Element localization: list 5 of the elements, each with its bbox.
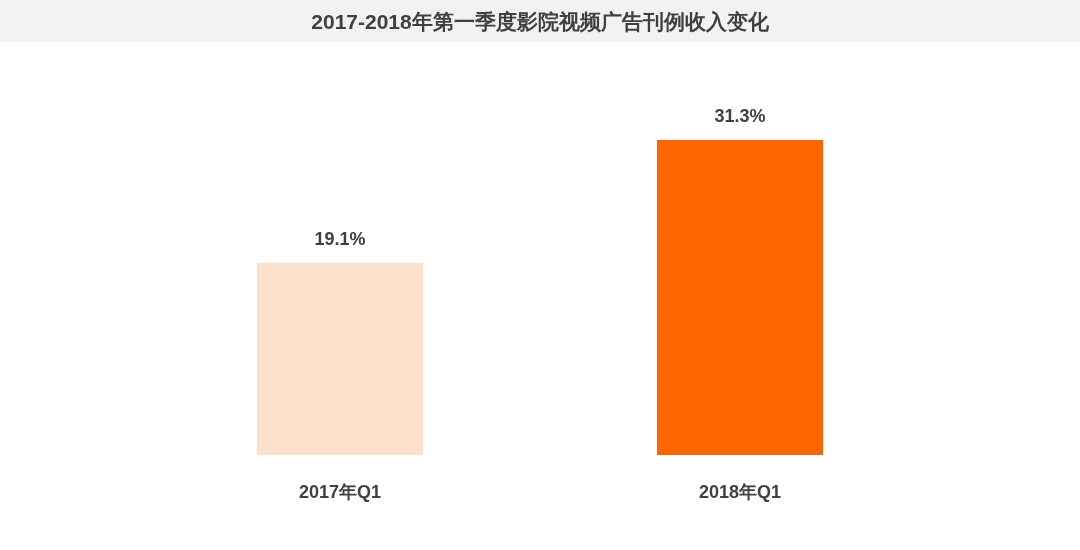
data-label: 19.1% — [314, 228, 366, 249]
x-tick-label: 2017年Q1 — [298, 482, 382, 502]
chart-title: 2017-2018年第一季度影院视频广告刊例收入变化 — [311, 10, 770, 33]
x-tick-label: 2018年Q1 — [698, 482, 782, 502]
data-label: 31.3% — [714, 106, 766, 126]
